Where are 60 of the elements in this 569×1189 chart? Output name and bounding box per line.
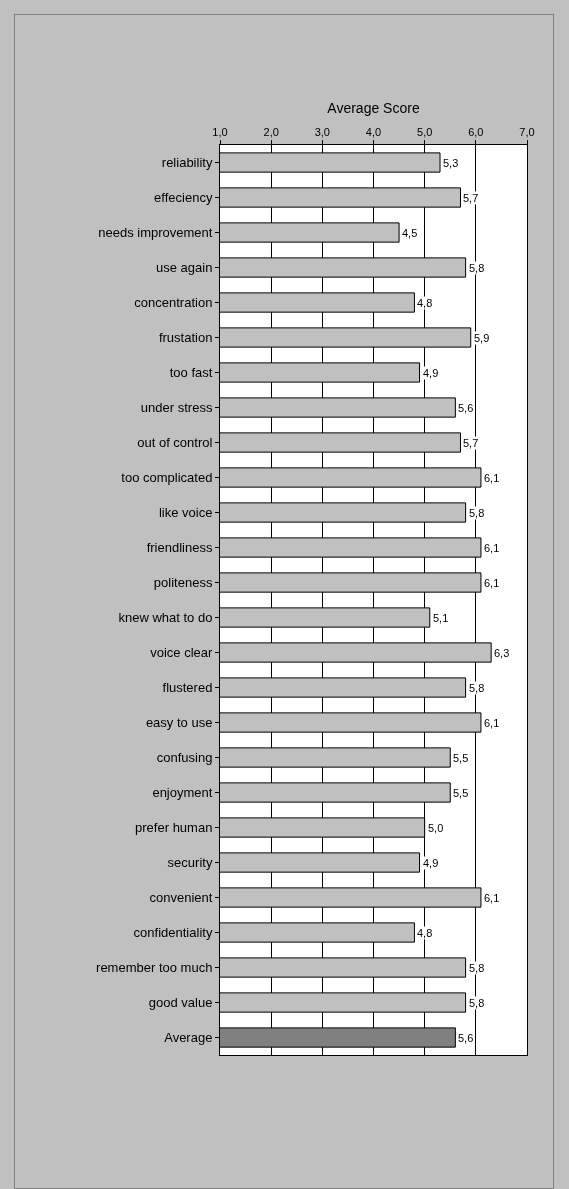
data-label: 4,8 xyxy=(417,297,433,309)
data-label: 6,1 xyxy=(484,892,500,904)
y-tick-label: confidentiality xyxy=(133,925,213,941)
y-tick-label: friendliness xyxy=(146,540,213,556)
y-tick-label: effeciency xyxy=(154,190,213,206)
y-tick-label: frustation xyxy=(158,330,213,346)
data-label: 5,7 xyxy=(463,437,479,449)
y-tick-label: remember too much xyxy=(96,960,213,976)
data-label: 5,3 xyxy=(443,157,459,169)
y-tick-label: reliability xyxy=(161,155,213,171)
y-tick-label: security xyxy=(167,855,213,871)
y-tick-label: concentration xyxy=(134,295,213,311)
x-tick-label: 6,0 xyxy=(468,125,484,138)
y-tick-label: easy to use xyxy=(145,715,213,731)
y-tick-label: use again xyxy=(156,260,213,276)
y-tick-label: voice clear xyxy=(150,645,214,661)
y-tick-label: under stress xyxy=(140,400,213,416)
x-tick-label: 3,0 xyxy=(314,125,330,138)
data-label: 5,8 xyxy=(469,997,485,1009)
data-label: 6,1 xyxy=(484,472,500,484)
data-label: 5,8 xyxy=(469,507,485,519)
data-label: 5,6 xyxy=(458,402,474,414)
y-tick-label: out of control xyxy=(137,435,213,451)
y-tick-label: needs improvement xyxy=(98,225,213,241)
data-label: 5,7 xyxy=(463,192,479,204)
x-tick-label: 1,0 xyxy=(212,125,228,138)
x-tick-label: 2,0 xyxy=(263,125,279,138)
y-tick-label: good value xyxy=(148,995,213,1011)
data-label: 5,8 xyxy=(469,262,485,274)
x-tick-label: 7,0 xyxy=(519,125,535,138)
data-label: 6,1 xyxy=(484,577,500,589)
data-label: 4,9 xyxy=(423,367,439,379)
data-label: 5,5 xyxy=(453,787,469,799)
x-tick-label: 4,0 xyxy=(365,125,382,138)
data-label: 5,5 xyxy=(453,752,469,764)
y-tick-label: like voice xyxy=(158,505,213,521)
y-tick-label: knew what to do xyxy=(118,610,213,626)
y-tick-label: enjoyment xyxy=(152,785,213,801)
data-label: 4,9 xyxy=(423,857,439,869)
data-label: 6,3 xyxy=(494,647,510,659)
data-label: 5,8 xyxy=(469,682,485,694)
x-axis-title: Average Score xyxy=(327,100,420,117)
data-label: 5,9 xyxy=(474,332,490,344)
y-tick-label: Average xyxy=(164,1030,213,1046)
y-tick-label: politeness xyxy=(153,575,213,591)
y-tick-label: flustered xyxy=(162,680,213,696)
data-label: 6,1 xyxy=(484,717,500,729)
x-tick-label: 5,0 xyxy=(417,125,433,138)
data-label: 5,6 xyxy=(458,1032,474,1044)
y-tick-label: prefer human xyxy=(135,820,213,836)
y-tick-label: convenient xyxy=(149,890,213,906)
data-label: 4,8 xyxy=(417,927,433,939)
data-label: 6,1 xyxy=(484,542,500,554)
y-tick-label: too complicated xyxy=(121,470,213,486)
data-label: 5,0 xyxy=(428,822,444,834)
data-label: 5,8 xyxy=(469,962,485,974)
data-label: 4,5 xyxy=(402,227,418,239)
y-tick-label: confusing xyxy=(156,750,213,766)
y-tick-label: too fast xyxy=(169,365,213,381)
data-label: 5,1 xyxy=(433,612,449,624)
